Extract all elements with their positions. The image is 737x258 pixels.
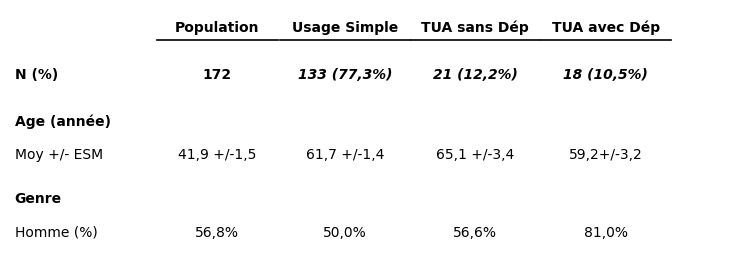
Text: 61,7 +/-1,4: 61,7 +/-1,4 [306, 148, 384, 162]
Text: 81,0%: 81,0% [584, 226, 628, 240]
Text: 133 (77,3%): 133 (77,3%) [298, 68, 392, 82]
Text: Age (année): Age (année) [15, 115, 111, 129]
Text: Genre: Genre [15, 192, 62, 206]
Text: 56,8%: 56,8% [195, 226, 240, 240]
Text: 59,2+/-3,2: 59,2+/-3,2 [569, 148, 643, 162]
Text: 41,9 +/-1,5: 41,9 +/-1,5 [178, 148, 256, 162]
Text: 18 (10,5%): 18 (10,5%) [563, 68, 649, 82]
Text: 56,6%: 56,6% [453, 226, 497, 240]
Text: Homme (%): Homme (%) [15, 226, 97, 240]
Text: N (%): N (%) [15, 68, 58, 82]
Text: Moy +/- ESM: Moy +/- ESM [15, 148, 103, 162]
Text: 50,0%: 50,0% [323, 226, 367, 240]
Text: TUA sans Dép: TUA sans Dép [422, 21, 529, 35]
Text: TUA avec Dép: TUA avec Dép [552, 21, 660, 35]
Text: 65,1 +/-3,4: 65,1 +/-3,4 [436, 148, 514, 162]
Text: 21 (12,2%): 21 (12,2%) [433, 68, 518, 82]
Text: Population: Population [175, 21, 259, 35]
Text: 172: 172 [203, 68, 232, 82]
Text: Usage Simple: Usage Simple [292, 21, 398, 35]
